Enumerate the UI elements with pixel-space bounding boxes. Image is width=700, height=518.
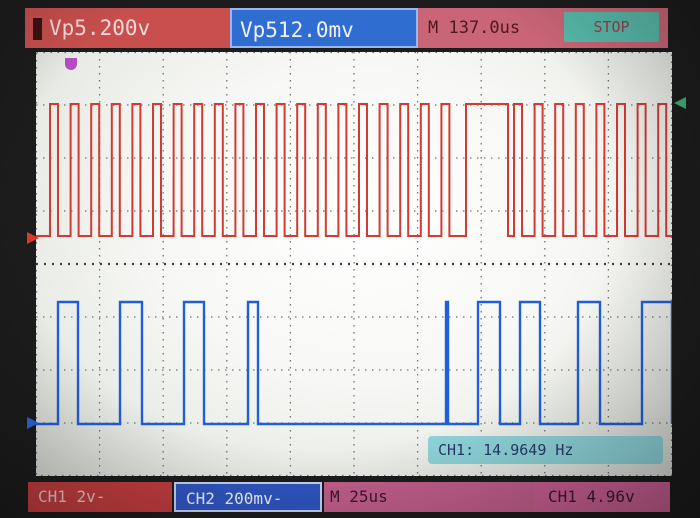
- ch1-ground-marker-icon[interactable]: [27, 232, 39, 244]
- ch1-scale-indicator[interactable]: Vp5.200v: [25, 8, 230, 48]
- trigger-level-indicator[interactable]: CH1 4.96v: [534, 482, 670, 512]
- ch2-scale-text: Vp512.0mv: [240, 18, 354, 42]
- trigger-position-marker-icon[interactable]: [65, 58, 77, 70]
- ch1-coupling-indicator[interactable]: CH1 2v-: [28, 482, 172, 512]
- frequency-readout: CH1: 14.9649 Hz: [428, 436, 663, 464]
- timebase-indicator[interactable]: M 137.0us STOP: [418, 8, 668, 48]
- ch2-waveform-trace: [36, 300, 672, 426]
- trigger-level-marker-icon[interactable]: [674, 97, 686, 109]
- ch2-coupling-indicator[interactable]: CH2 200mv-: [174, 482, 322, 512]
- run-stop-button[interactable]: STOP: [564, 12, 659, 42]
- waveform-graticule: [36, 52, 672, 476]
- ch1-waveform-trace: [36, 103, 672, 237]
- ch2-scale-indicator[interactable]: Vp512.0mv: [230, 8, 418, 48]
- ch1-scale-text: Vp5.200v: [49, 16, 151, 40]
- battery-level-icon: [33, 18, 42, 40]
- ch2-ground-marker-icon[interactable]: [27, 417, 39, 429]
- bottom-timebase-indicator[interactable]: M 25us: [324, 482, 534, 512]
- timebase-text: M 137.0us: [428, 18, 521, 38]
- waveform-display: CH1: 14.9649 Hz: [36, 52, 672, 476]
